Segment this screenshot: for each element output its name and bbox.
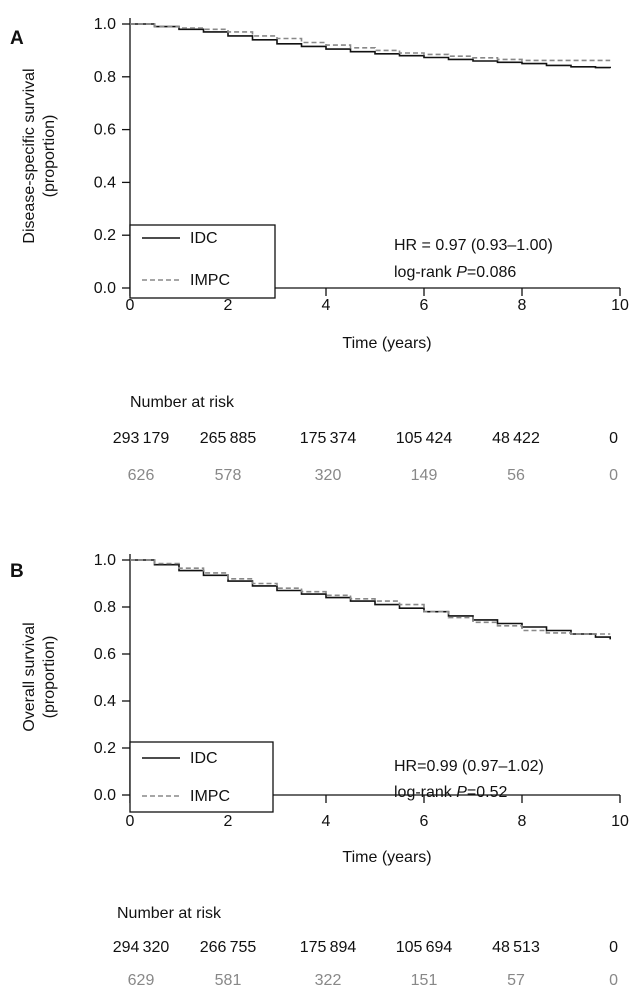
risk-value-impc: 56 <box>507 467 525 484</box>
y-axis-title-line2: (proportion) <box>41 115 58 198</box>
y-tick-label: 0.0 <box>94 280 116 297</box>
legend-label-impc: IMPC <box>190 272 230 289</box>
panel-letter: A <box>10 28 24 49</box>
y-tick-label: 1.0 <box>94 552 116 569</box>
risk-value-impc: 149 <box>411 467 438 484</box>
risk-value-idc: 293 179 <box>113 430 170 447</box>
legend-label-idc: IDC <box>190 750 218 767</box>
legend-label-idc: IDC <box>190 230 218 247</box>
risk-value-idc: 0 <box>609 430 618 447</box>
y-tick-label: 0.2 <box>94 740 116 757</box>
x-tick-label: 6 <box>420 813 429 830</box>
x-tick-label: 8 <box>518 813 527 830</box>
y-tick-label: 0.4 <box>94 174 116 191</box>
risk-value-impc: 151 <box>411 972 438 989</box>
risk-table-title: Number at risk <box>130 394 235 411</box>
risk-value-idc: 0 <box>609 939 618 956</box>
panel-a: A 0.0 0.2 0.4 0.6 0.8 1.0 0 2 4 6 8 10 Time (years) Di… <box>10 16 629 484</box>
y-tick-label: 0.6 <box>94 122 116 139</box>
x-tick-label: 2 <box>224 813 233 830</box>
logrank-text: log-rank P=0.086 <box>394 264 516 281</box>
p-symbol: P <box>456 784 467 801</box>
y-tick-label: 0.8 <box>94 599 116 616</box>
legend-box <box>129 224 276 299</box>
risk-value-impc: 626 <box>128 467 155 484</box>
risk-table-title: Number at risk <box>117 905 222 922</box>
y-axis-title-line1: Disease-specific survival <box>21 68 38 243</box>
panel-letter: B <box>10 561 24 582</box>
legend-label-impc: IMPC <box>190 788 230 805</box>
risk-value-impc: 57 <box>507 972 525 989</box>
y-axis-title-line1: Overall survival <box>21 622 38 731</box>
y-tick-label: 0.0 <box>94 787 116 804</box>
logrank-prefix: log-rank <box>394 784 456 801</box>
y-axis-title-line2: (proportion) <box>41 636 58 719</box>
risk-value-idc: 48 513 <box>492 939 540 956</box>
x-tick-label: 4 <box>322 297 331 314</box>
risk-value-impc: 581 <box>215 972 242 989</box>
hazard-ratio-text: HR = 0.97 (0.93–1.00) <box>394 237 553 254</box>
curve-impc <box>130 23 611 62</box>
x-tick-label: 0 <box>126 813 135 830</box>
x-tick-label: 2 <box>224 297 233 314</box>
x-axis-title: Time (years) <box>342 335 431 352</box>
x-axis-title: Time (years) <box>342 849 431 866</box>
y-tick-label: 0.4 <box>94 693 116 710</box>
risk-value-idc: 105 424 <box>396 430 453 447</box>
risk-value-impc: 322 <box>315 972 342 989</box>
risk-value-impc: 629 <box>128 972 155 989</box>
curve-idc <box>130 23 611 69</box>
risk-value-idc: 175 894 <box>300 939 357 956</box>
p-symbol: P <box>456 264 467 281</box>
risk-value-idc: 48 422 <box>492 430 540 447</box>
risk-value-impc: 0 <box>609 467 618 484</box>
hazard-ratio-text: HR=0.99 (0.97–1.02) <box>394 758 544 775</box>
legend-box <box>129 741 274 813</box>
curve-idc <box>130 559 611 640</box>
x-tick-label: 6 <box>420 297 429 314</box>
risk-value-idc: 175 374 <box>300 430 357 447</box>
y-axis-title: Disease-specific survival (proportion) <box>21 68 58 243</box>
x-tick-label: 0 <box>126 297 135 314</box>
logrank-prefix: log-rank <box>394 264 456 281</box>
y-axis-title: Overall survival (proportion) <box>21 622 58 731</box>
y-tick-label: 0.6 <box>94 646 116 663</box>
y-tick-label: 0.8 <box>94 69 116 86</box>
risk-value-idc: 294 320 <box>113 939 170 956</box>
p-value: =0.086 <box>467 264 516 281</box>
risk-value-idc: 105 694 <box>396 939 453 956</box>
curve-impc <box>130 559 611 635</box>
y-tick-label: 1.0 <box>94 16 116 33</box>
y-tick-label: 0.2 <box>94 227 116 244</box>
panel-b: B 0.0 0.2 0.4 0.6 0.8 1.0 0 2 4 6 8 10 Time (years) Ov… <box>10 552 629 989</box>
x-tick-label: 10 <box>611 297 629 314</box>
x-tick-label: 4 <box>322 813 331 830</box>
risk-value-impc: 578 <box>215 467 242 484</box>
logrank-text: log-rank P=0.52 <box>394 784 508 801</box>
x-tick-label: 8 <box>518 297 527 314</box>
risk-value-idc: 265 885 <box>200 430 257 447</box>
risk-value-idc: 266 755 <box>200 939 257 956</box>
risk-value-impc: 320 <box>315 467 342 484</box>
risk-value-impc: 0 <box>609 972 618 989</box>
p-value: =0.52 <box>467 784 508 801</box>
x-tick-label: 10 <box>611 813 629 830</box>
